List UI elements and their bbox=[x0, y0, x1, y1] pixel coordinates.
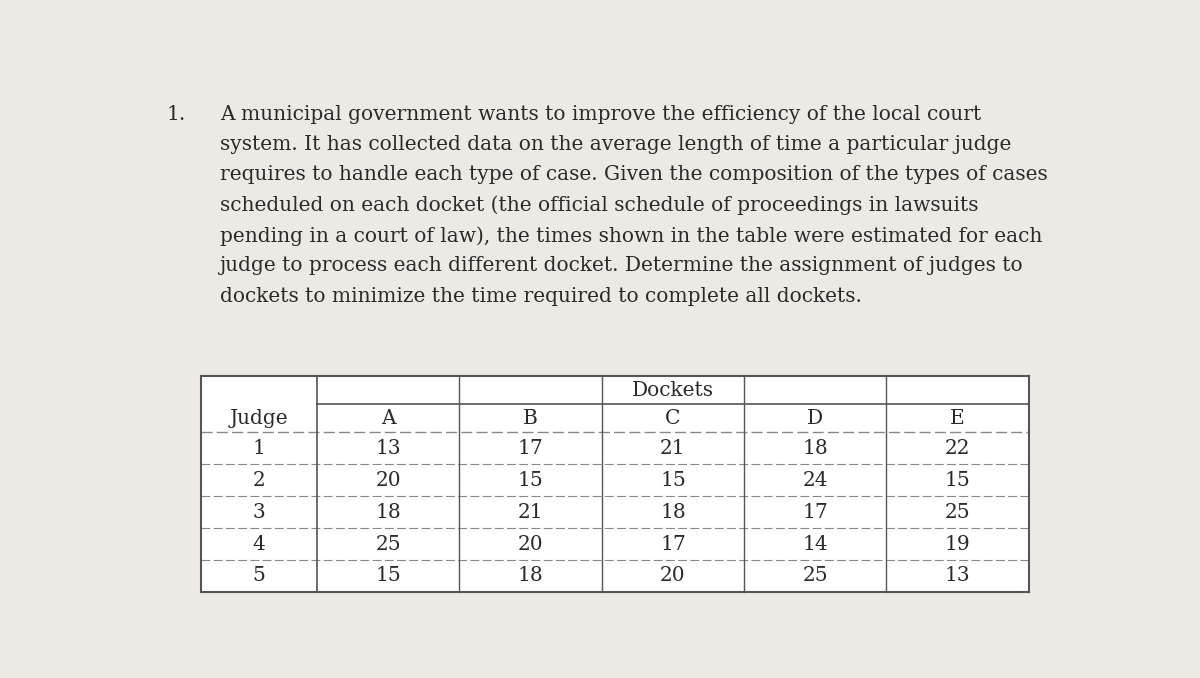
Text: 14: 14 bbox=[803, 534, 828, 553]
Text: 15: 15 bbox=[517, 471, 544, 490]
Text: 25: 25 bbox=[376, 534, 401, 553]
Text: 17: 17 bbox=[803, 502, 828, 521]
Text: 19: 19 bbox=[944, 534, 971, 553]
Text: 17: 17 bbox=[660, 534, 686, 553]
Text: 1.: 1. bbox=[167, 105, 186, 124]
Text: 24: 24 bbox=[803, 471, 828, 490]
Text: E: E bbox=[950, 409, 965, 428]
Text: 21: 21 bbox=[660, 439, 685, 458]
Text: 13: 13 bbox=[376, 439, 401, 458]
Text: 1: 1 bbox=[253, 439, 265, 458]
Text: 22: 22 bbox=[944, 439, 971, 458]
Text: scheduled on each docket (the official schedule of proceedings in lawsuits: scheduled on each docket (the official s… bbox=[220, 196, 978, 216]
Text: 21: 21 bbox=[517, 502, 544, 521]
Text: pending in a court of law), the times shown in the table were estimated for each: pending in a court of law), the times sh… bbox=[220, 226, 1042, 245]
Text: D: D bbox=[808, 409, 823, 428]
Text: 20: 20 bbox=[660, 567, 685, 586]
Text: 4: 4 bbox=[253, 534, 265, 553]
Text: Judge: Judge bbox=[229, 409, 288, 428]
Text: requires to handle each type of case. Given the composition of the types of case: requires to handle each type of case. Gi… bbox=[220, 165, 1048, 184]
Text: 20: 20 bbox=[517, 534, 544, 553]
Text: 25: 25 bbox=[803, 567, 828, 586]
Text: 2: 2 bbox=[253, 471, 265, 490]
Text: 15: 15 bbox=[376, 567, 401, 586]
Text: 18: 18 bbox=[803, 439, 828, 458]
Text: 5: 5 bbox=[253, 567, 265, 586]
Text: 18: 18 bbox=[517, 567, 544, 586]
Text: 3: 3 bbox=[253, 502, 265, 521]
Text: 18: 18 bbox=[376, 502, 401, 521]
Text: 13: 13 bbox=[944, 567, 971, 586]
Text: 17: 17 bbox=[517, 439, 544, 458]
Text: system. It has collected data on the average length of time a particular judge: system. It has collected data on the ave… bbox=[220, 135, 1012, 154]
Text: C: C bbox=[665, 409, 680, 428]
Text: A municipal government wants to improve the efficiency of the local court: A municipal government wants to improve … bbox=[220, 105, 982, 124]
Text: 15: 15 bbox=[944, 471, 971, 490]
Text: dockets to minimize the time required to complete all dockets.: dockets to minimize the time required to… bbox=[220, 287, 862, 306]
Text: A: A bbox=[380, 409, 396, 428]
Text: Dockets: Dockets bbox=[632, 381, 714, 400]
Text: B: B bbox=[523, 409, 538, 428]
Bar bbox=[202, 376, 1028, 592]
Text: 15: 15 bbox=[660, 471, 686, 490]
Text: 20: 20 bbox=[376, 471, 401, 490]
Text: 18: 18 bbox=[660, 502, 686, 521]
Text: judge to process each different docket. Determine the assignment of judges to: judge to process each different docket. … bbox=[220, 256, 1024, 275]
Text: 25: 25 bbox=[944, 502, 971, 521]
